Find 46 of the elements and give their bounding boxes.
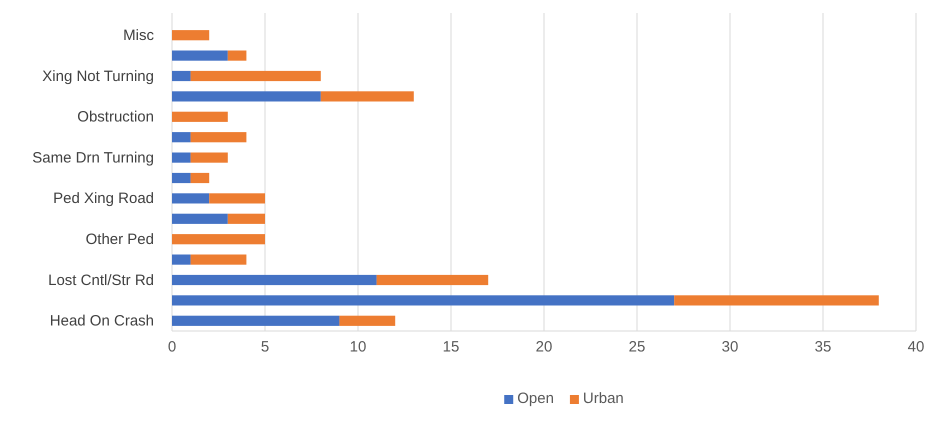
y-tick-label: Xing Not Turning (42, 68, 154, 85)
bar (376, 274, 488, 286)
bar (190, 254, 246, 265)
bar (172, 30, 210, 40)
bar (674, 295, 879, 306)
bar (172, 316, 340, 326)
bar (172, 295, 674, 306)
x-tick-label: 15 (442, 338, 460, 356)
bar (172, 152, 191, 163)
x-tick-label: 0 (168, 338, 176, 356)
x-tick-label: 10 (350, 338, 366, 356)
y-tick-label: Other Ped (86, 231, 154, 248)
x-tick-label: 5 (260, 338, 270, 356)
bar (172, 132, 191, 142)
bar (320, 91, 414, 102)
bar (190, 70, 321, 82)
bar (172, 91, 321, 102)
bar (172, 50, 228, 61)
y-tick-label: Lost Cntl/Str Rd (48, 272, 154, 289)
bar (228, 50, 246, 61)
legend-label: Open (517, 390, 554, 407)
x-tick-label: 30 (722, 338, 738, 356)
y-tick-label: Obstruction (77, 108, 154, 126)
bar (172, 172, 191, 184)
bar (339, 316, 396, 326)
y-tick-label: Misc (123, 27, 154, 44)
bar (228, 214, 265, 224)
x-tick-label: 25 (628, 338, 646, 356)
bar (209, 193, 265, 204)
y-tick-label: Head On Crash (50, 312, 154, 330)
bar (190, 172, 210, 184)
x-tick-label: 35 (814, 338, 832, 356)
legend-label: Urban (582, 390, 624, 407)
bar (190, 132, 246, 142)
y-tick-label: Ped Xing Road (53, 190, 154, 208)
bar (172, 254, 191, 265)
bar (172, 234, 265, 244)
bar (172, 193, 210, 204)
bar (190, 152, 228, 163)
x-tick-label: 20 (536, 338, 552, 356)
x-tick-label: 40 (908, 338, 924, 356)
bar (172, 214, 228, 224)
bar (172, 112, 228, 122)
y-tick-label: Same Drn Turning (32, 149, 154, 166)
bar (172, 274, 377, 286)
bar (172, 70, 191, 82)
